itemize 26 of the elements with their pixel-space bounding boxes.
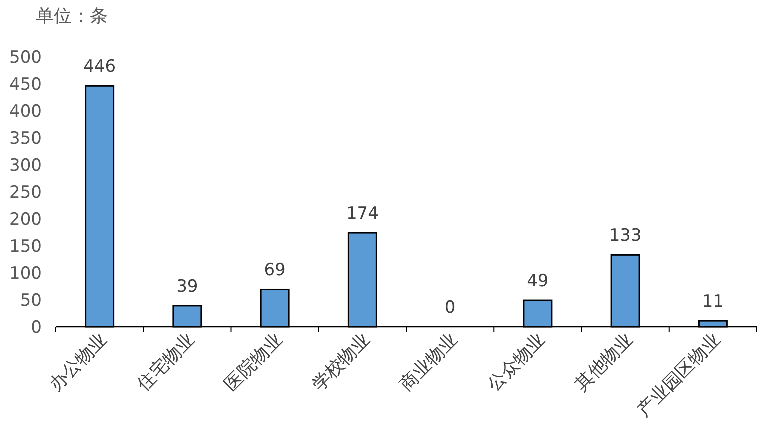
data-label: 39	[176, 276, 198, 297]
data-label: 174	[346, 204, 379, 224]
y-tick-label: 100	[10, 264, 42, 284]
x-tick-label: 学校物业	[308, 330, 374, 396]
y-tick-label: 300	[10, 156, 42, 176]
y-tick-label: 450	[10, 75, 42, 95]
y-axis-title: 单位：条	[36, 6, 108, 27]
x-tick-label: 医院物业	[220, 330, 287, 396]
data-label: 69	[264, 260, 286, 281]
x-tick-label: 住宅物业	[132, 330, 199, 396]
x-tick-label: 商业物业	[396, 330, 462, 396]
data-label: 11	[702, 292, 724, 312]
y-tick-label: 150	[10, 237, 42, 257]
data-label: 446	[84, 57, 116, 78]
y-tick-label: 350	[10, 129, 42, 149]
y-tick-label: 200	[10, 210, 42, 230]
y-tick-label: 50	[20, 291, 42, 311]
y-tick-label: 500	[10, 48, 42, 68]
data-label: 49	[527, 272, 549, 292]
x-tick-label: 公众物业	[484, 330, 550, 396]
data-label: 133	[609, 226, 642, 246]
x-tick-label: 办公物业	[46, 330, 112, 396]
data-label: 0	[444, 298, 456, 318]
y-tick-label: 400	[10, 102, 42, 122]
y-tick-label: 0	[31, 318, 42, 338]
y-tick-label: 250	[10, 183, 42, 203]
